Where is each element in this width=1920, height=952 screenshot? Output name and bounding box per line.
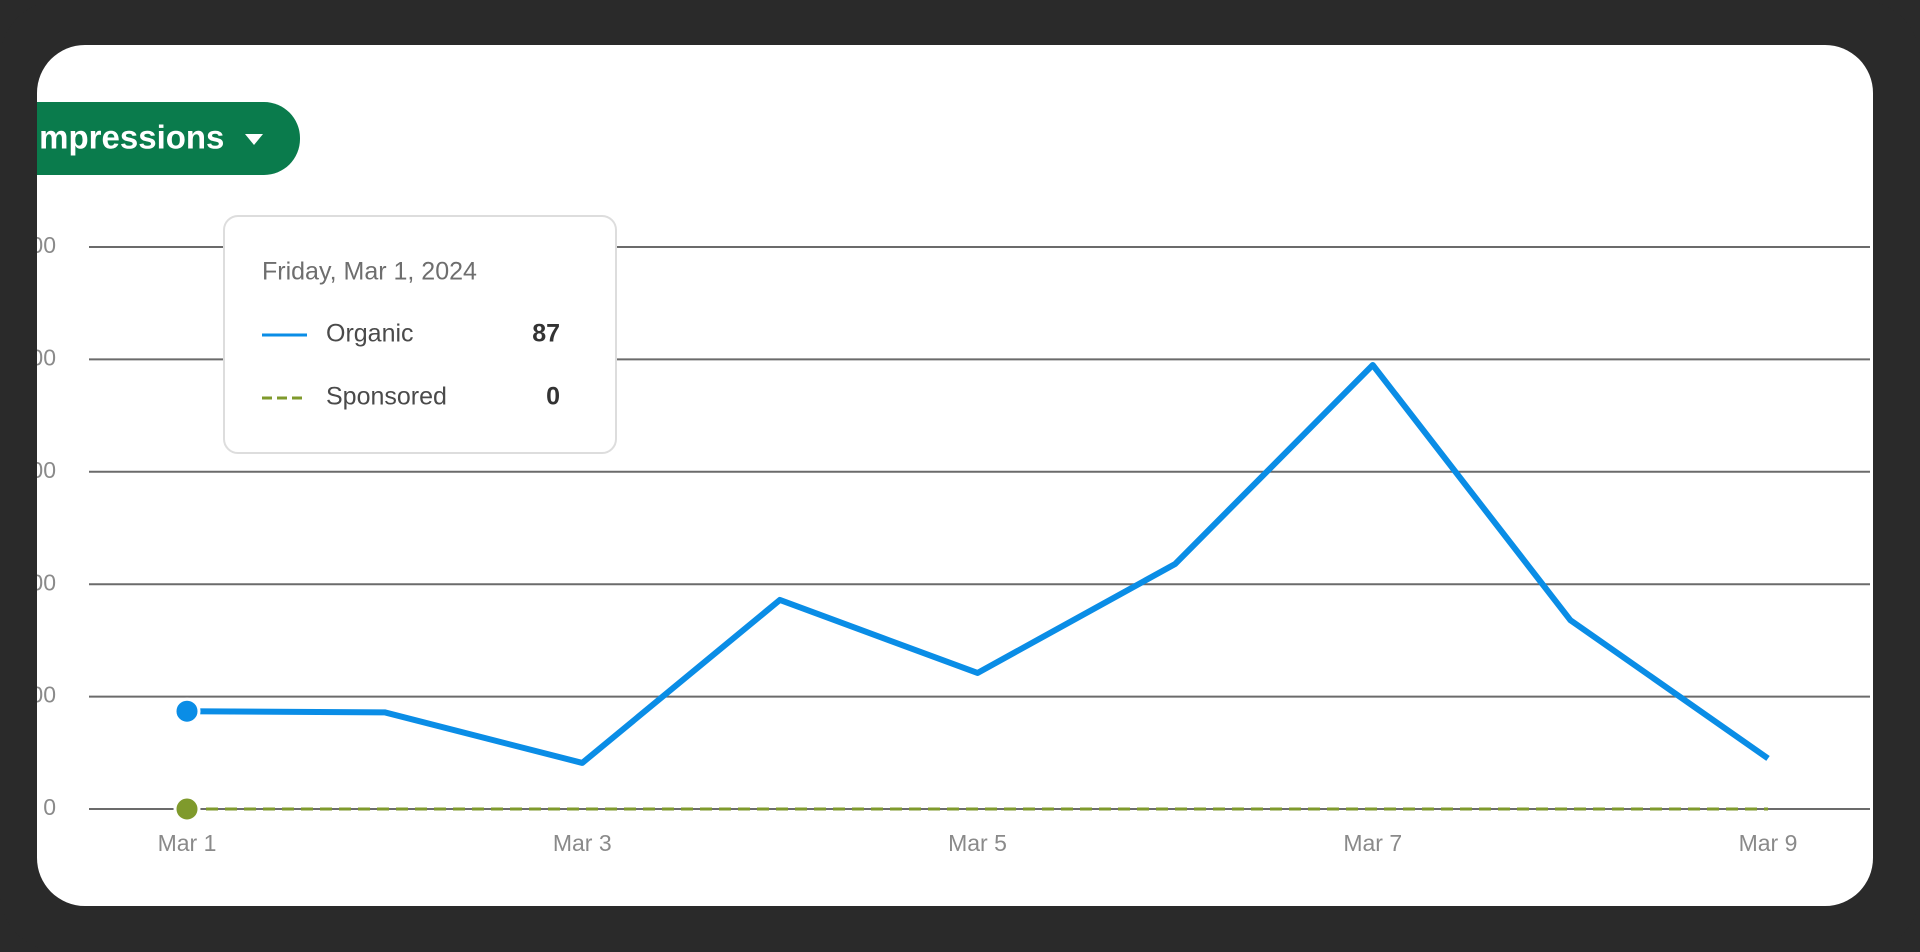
tooltip-box: [223, 215, 617, 454]
tooltip-value: 0: [546, 383, 560, 411]
y-tick-label: 500: [18, 232, 56, 258]
y-tick-label: 100: [18, 682, 56, 708]
x-tick-label: Mar 9: [1739, 830, 1798, 856]
hover-point: [173, 795, 201, 823]
x-tick-label: Mar 5: [948, 830, 1007, 856]
series-line: [186, 362, 1770, 766]
tooltip-value: 87: [532, 320, 560, 348]
hover-point: [173, 697, 201, 725]
x-tick-label: Mar 3: [553, 830, 612, 856]
tooltip-series-name: Sponsored: [326, 383, 447, 411]
dropdown-caret[interactable]: [245, 134, 263, 145]
tooltip: Friday, Mar 1, 2024 Organic 87 Sponsored 0: [223, 215, 617, 454]
dropdown-label[interactable]: Impressions: [30, 119, 224, 156]
y-tick-label: 200: [18, 569, 56, 595]
tooltip-series-name: Organic: [326, 320, 414, 348]
y-tick-label: 0: [43, 794, 56, 820]
card-background: [37, 45, 1873, 906]
x-tick-label: Mar 1: [158, 830, 217, 856]
card: Impressions 0 100 200 300 400 500 Mar 1 Mar 3 Ma…: [0, 45, 1873, 906]
y-tick-label: 400: [18, 344, 56, 370]
y-tick-label: 300: [18, 457, 56, 483]
dropdown-button[interactable]: [0, 102, 300, 175]
x-tick-label: Mar 7: [1343, 830, 1402, 856]
metric-dropdown[interactable]: Impressions: [0, 102, 300, 175]
tooltip-title: Friday, Mar 1, 2024: [262, 258, 477, 286]
